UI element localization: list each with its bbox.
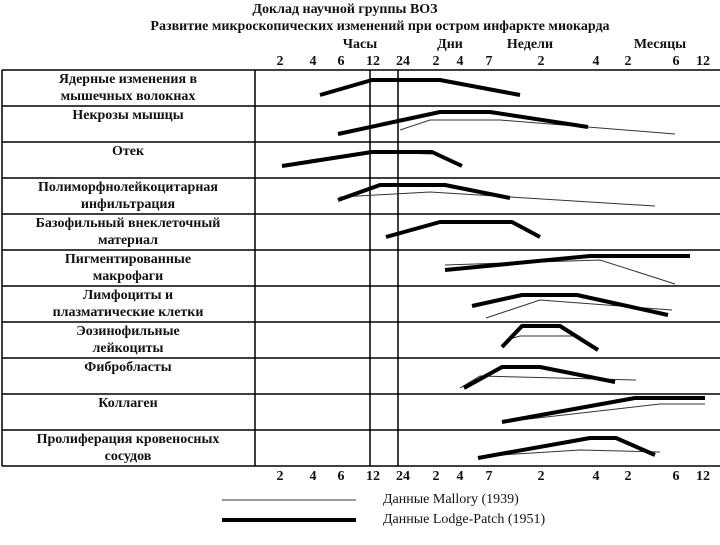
tick-label: 2: [625, 469, 632, 484]
legend-label: Данные Lodge-Patch (1951): [383, 512, 546, 527]
unit-header: Часы: [343, 37, 377, 52]
tick-label: 2: [538, 469, 545, 484]
tick-label: 4: [457, 469, 464, 484]
row-label: Лимфоциты и плазматические клетки: [53, 288, 204, 320]
tick-label: 6: [673, 54, 680, 69]
row-label: Коллаген: [98, 396, 157, 411]
tick-label: 7: [486, 54, 493, 69]
tick-label: 4: [593, 469, 600, 484]
row-label: Некрозы мышцы: [72, 108, 183, 123]
row-label: Полиморфнолейкоцитарная инфильтрация: [38, 180, 218, 212]
tick-label: 2: [433, 54, 440, 69]
row-label: Фибробласты: [84, 360, 171, 375]
tick-label: 4: [310, 54, 317, 69]
tick-label: 12: [366, 469, 380, 484]
row-label: Эозинофильные лейкоциты: [76, 324, 179, 356]
tick-label: 4: [457, 54, 464, 69]
tick-label: 6: [338, 469, 345, 484]
table-grid: [1, 69, 720, 467]
tick-label: 7: [486, 469, 493, 484]
tick-label: 2: [538, 54, 545, 69]
tick-label: 2: [625, 54, 632, 69]
tick-label: 12: [366, 54, 380, 69]
tick-label: 12: [696, 469, 710, 484]
unit-header: Недели: [507, 37, 553, 52]
row-label: Отек: [112, 144, 145, 159]
unit-header: Месяцы: [634, 37, 686, 52]
row-label: Пролиферация кровеносных сосудов: [37, 432, 220, 464]
tick-label: 2: [277, 54, 284, 69]
tick-label: 6: [673, 469, 680, 484]
title: Доклад научной группы ВОЗ: [252, 2, 437, 17]
tick-label: 2: [433, 469, 440, 484]
tick-label: 6: [338, 54, 345, 69]
tick-label: 4: [593, 54, 600, 69]
tick-label: 2: [277, 469, 284, 484]
unit-header: Дни: [437, 37, 463, 52]
tick-label: 4: [310, 469, 317, 484]
row-label: Пигментированные макрофаги: [65, 252, 191, 284]
curves: [281, 78, 705, 460]
legend-label: Данные Mallory (1939): [383, 492, 519, 507]
row-label: Ядерные изменения в мышечных волокнах: [59, 72, 198, 104]
tick-label: 24: [396, 469, 410, 484]
row-label: Базофильный внеклеточный материал: [36, 216, 221, 248]
subtitle: Развитие микроскопических изменений при …: [150, 19, 609, 34]
tick-label: 12: [696, 54, 710, 69]
tick-label: 24: [396, 54, 410, 69]
